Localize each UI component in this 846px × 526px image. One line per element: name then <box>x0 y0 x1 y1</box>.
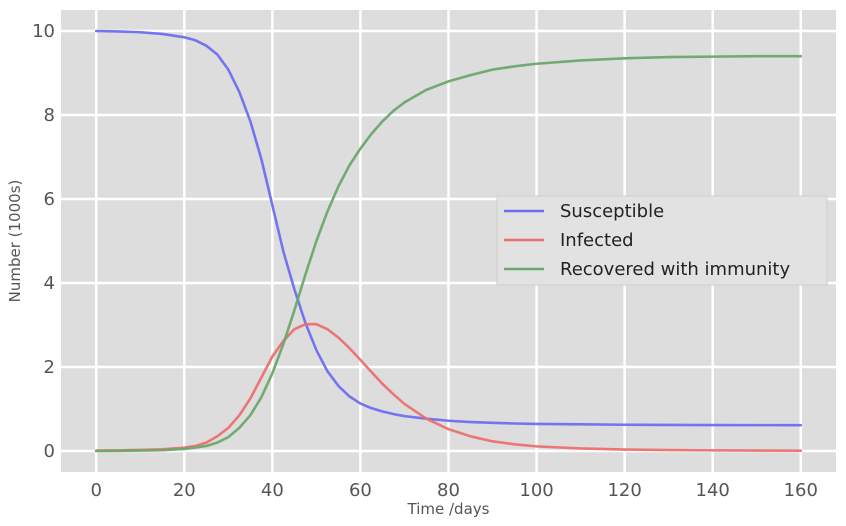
y-tick-label: 4 <box>44 273 55 294</box>
y-tick-label: 6 <box>44 189 55 210</box>
x-tick-label: 160 <box>784 480 818 501</box>
y-tick-label: 8 <box>44 105 55 126</box>
x-tick-label: 20 <box>173 480 196 501</box>
x-axis-label: Time /days <box>407 500 490 518</box>
y-tick-label: 2 <box>44 357 55 378</box>
x-tick-label: 100 <box>519 480 553 501</box>
x-tick-label: 60 <box>349 480 372 501</box>
y-tick-label: 10 <box>32 21 55 42</box>
x-tick-label: 120 <box>607 480 641 501</box>
x-tick-label: 80 <box>437 480 460 501</box>
y-tick-label: 0 <box>44 441 55 462</box>
x-tick-label: 40 <box>261 480 284 501</box>
series-lines <box>94 29 803 453</box>
y-tick-labels: 0 2 4 6 8 10 <box>32 21 55 462</box>
x-tick-labels: 0 20 40 60 80 100 120 140 160 <box>91 480 818 501</box>
legend-box <box>496 195 828 286</box>
x-tick-label: 0 <box>91 480 102 501</box>
legend-entry-label: Susceptible <box>560 201 664 222</box>
y-axis-label: Number (1000s) <box>6 180 24 303</box>
series-line-recovered-with-immunity <box>94 54 803 453</box>
legend-entry-label: Recovered with immunity <box>560 259 790 280</box>
series-line-infected <box>94 322 803 453</box>
x-tick-label: 140 <box>696 480 730 501</box>
legend-entry-label: Infected <box>560 230 634 251</box>
series-line-susceptible <box>94 29 803 427</box>
legend: Susceptible Infected Recovered with immuni… <box>496 195 828 286</box>
